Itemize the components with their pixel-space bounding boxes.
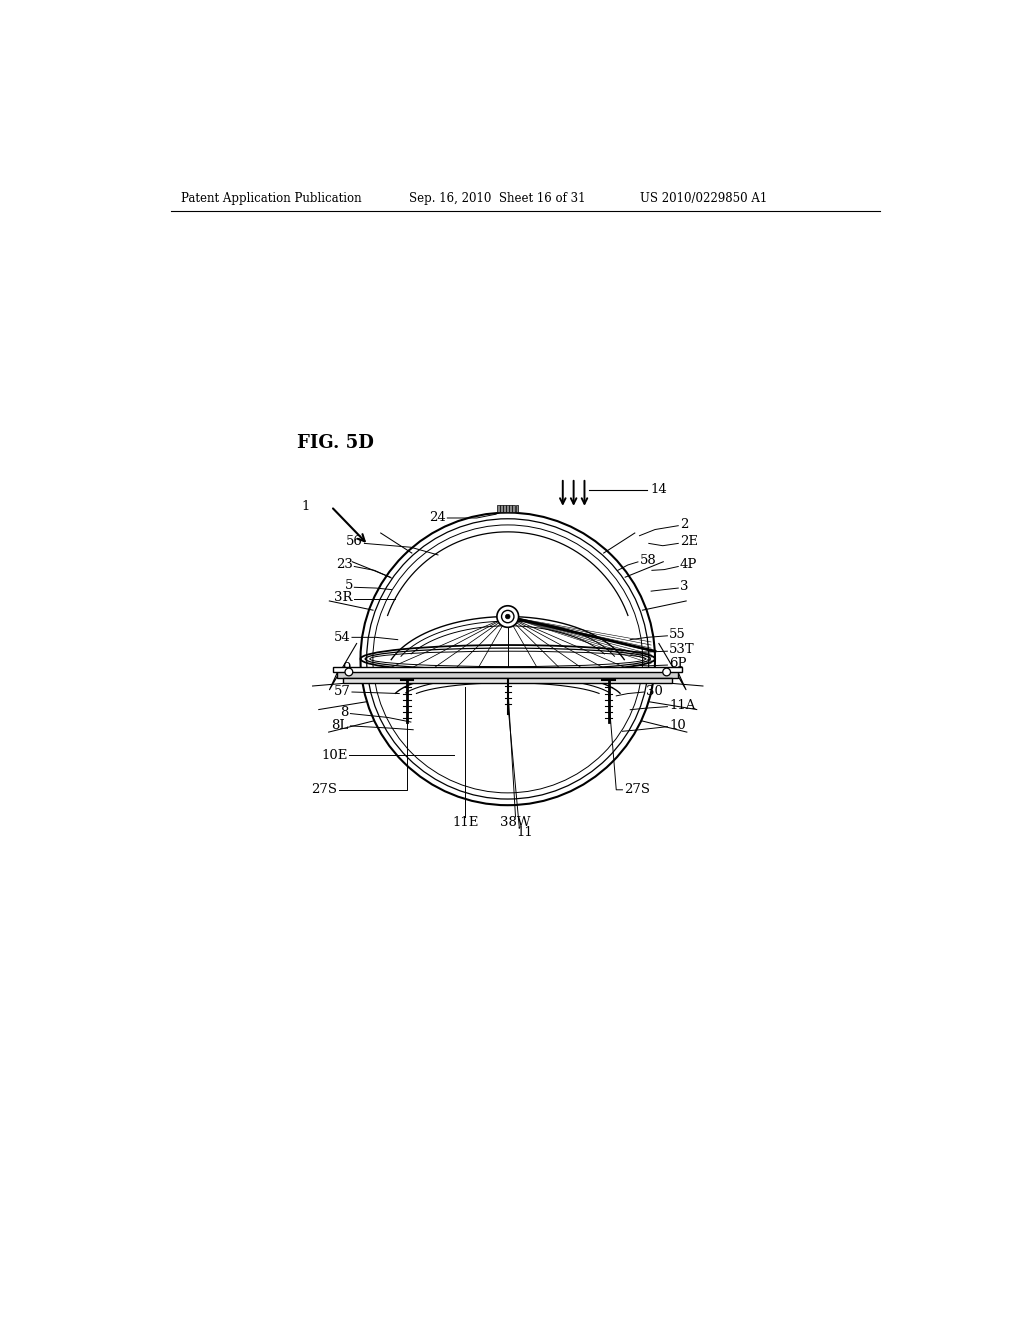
Text: 10: 10 bbox=[669, 718, 686, 731]
Text: 27S: 27S bbox=[311, 783, 337, 796]
Text: Patent Application Publication: Patent Application Publication bbox=[180, 191, 361, 205]
Text: 6P: 6P bbox=[669, 657, 686, 671]
Text: 11E: 11E bbox=[452, 816, 478, 829]
Circle shape bbox=[502, 610, 514, 623]
Bar bbox=[334, 668, 682, 672]
Text: 5: 5 bbox=[344, 579, 352, 593]
Text: 2E: 2E bbox=[680, 536, 697, 548]
Text: 56: 56 bbox=[346, 536, 362, 548]
Bar bbox=[343, 678, 672, 682]
Text: 14: 14 bbox=[650, 483, 667, 496]
Text: 11: 11 bbox=[516, 825, 534, 838]
Bar bbox=[515, 506, 518, 512]
Bar bbox=[500, 506, 503, 512]
Text: FIG. 5D: FIG. 5D bbox=[297, 434, 374, 453]
Text: 2: 2 bbox=[680, 517, 688, 531]
Text: 8L: 8L bbox=[332, 718, 349, 731]
Text: 38W: 38W bbox=[501, 816, 530, 829]
Text: 24: 24 bbox=[429, 511, 445, 524]
Circle shape bbox=[506, 614, 510, 619]
Text: 10E: 10E bbox=[321, 748, 347, 762]
Text: 7: 7 bbox=[342, 672, 350, 685]
Bar bbox=[506, 506, 509, 512]
Text: 54: 54 bbox=[334, 631, 350, 644]
Circle shape bbox=[497, 606, 518, 627]
Text: 1: 1 bbox=[302, 500, 310, 513]
Text: 23: 23 bbox=[336, 558, 352, 572]
Text: 3R: 3R bbox=[334, 591, 352, 603]
Text: 58: 58 bbox=[640, 554, 656, 566]
Text: Sep. 16, 2010  Sheet 16 of 31: Sep. 16, 2010 Sheet 16 of 31 bbox=[409, 191, 585, 205]
Bar bbox=[503, 506, 506, 512]
Circle shape bbox=[345, 668, 352, 676]
Text: 30: 30 bbox=[646, 685, 663, 698]
Text: US 2010/0229850 A1: US 2010/0229850 A1 bbox=[640, 191, 767, 205]
Text: 4P: 4P bbox=[680, 558, 697, 572]
Text: 9: 9 bbox=[342, 661, 350, 675]
Bar bbox=[509, 506, 512, 512]
Text: 53T: 53T bbox=[669, 643, 694, 656]
Text: 3: 3 bbox=[680, 579, 688, 593]
Text: 8: 8 bbox=[341, 706, 349, 719]
Bar bbox=[497, 506, 500, 512]
Text: 27S: 27S bbox=[624, 783, 650, 796]
Text: 57: 57 bbox=[334, 685, 350, 698]
Circle shape bbox=[663, 668, 671, 676]
Text: 55: 55 bbox=[669, 628, 686, 640]
Bar bbox=[337, 671, 678, 678]
Bar bbox=[512, 506, 515, 512]
Text: 11A: 11A bbox=[669, 698, 695, 711]
